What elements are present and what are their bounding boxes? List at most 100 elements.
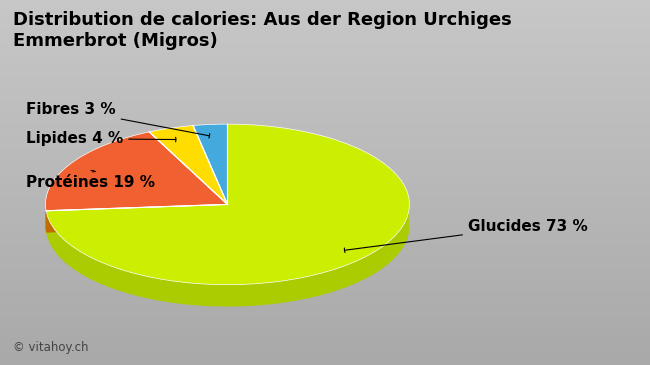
Bar (0, 350, 650, 354)
Bar (0, 88, 650, 91)
Bar (0, 44, 650, 47)
Bar (0, 69, 650, 73)
Polygon shape (46, 204, 228, 233)
Bar (0, 51, 650, 55)
Bar (0, 336, 650, 339)
Bar (0, 91, 650, 95)
Bar (0, 58, 650, 62)
Bar (0, 18, 650, 22)
Bar (0, 62, 650, 66)
Bar (0, 179, 650, 182)
Text: Lipides 4 %: Lipides 4 % (26, 131, 176, 146)
Bar (0, 33, 650, 37)
Bar (0, 328, 650, 332)
Bar (0, 292, 650, 296)
Bar (0, 0, 650, 4)
Bar (0, 120, 650, 124)
Text: Protéines 19 %: Protéines 19 % (26, 170, 155, 190)
Bar (0, 128, 650, 131)
Polygon shape (46, 132, 227, 211)
Bar (0, 77, 650, 80)
Bar (0, 150, 650, 153)
Bar (0, 347, 650, 350)
Bar (0, 80, 650, 84)
Bar (0, 361, 650, 365)
Bar (0, 47, 650, 51)
Bar (0, 321, 650, 325)
Bar (0, 314, 650, 318)
Bar (0, 175, 650, 179)
Bar (0, 208, 650, 212)
Bar (0, 303, 650, 307)
Bar (0, 245, 650, 248)
Polygon shape (193, 124, 227, 204)
Bar (0, 157, 650, 161)
Bar (0, 318, 650, 321)
Bar (0, 110, 650, 113)
Bar (0, 204, 650, 208)
Bar (0, 201, 650, 204)
Text: Glucides 73 %: Glucides 73 % (344, 219, 588, 253)
Bar (0, 285, 650, 288)
Bar (0, 99, 650, 102)
Bar (0, 255, 650, 259)
Bar (0, 113, 650, 117)
Bar (0, 161, 650, 164)
Bar (0, 277, 650, 281)
Bar (0, 73, 650, 77)
Bar (0, 241, 650, 245)
Bar (0, 135, 650, 139)
Bar (0, 259, 650, 263)
Bar (0, 332, 650, 336)
Bar (0, 142, 650, 146)
Bar (0, 172, 650, 175)
Bar (0, 84, 650, 88)
Bar (0, 296, 650, 299)
Bar (0, 29, 650, 33)
Bar (0, 186, 650, 190)
Bar (0, 274, 650, 277)
Bar (0, 36, 650, 40)
Bar (0, 66, 650, 69)
Text: Fibres 3 %: Fibres 3 % (26, 102, 210, 138)
Bar (0, 102, 650, 106)
Bar (0, 22, 650, 26)
Bar (0, 234, 650, 237)
Bar (0, 237, 650, 241)
Bar (0, 266, 650, 270)
Text: © vitahoy.ch: © vitahoy.ch (13, 341, 88, 354)
Bar (0, 182, 650, 186)
Bar (0, 7, 650, 11)
Bar (0, 117, 650, 120)
Bar (0, 354, 650, 358)
Bar (0, 212, 650, 215)
Polygon shape (46, 204, 228, 233)
Bar (0, 230, 650, 234)
Bar (0, 226, 650, 230)
Bar (0, 193, 650, 197)
Bar (0, 252, 650, 256)
Bar (0, 325, 650, 328)
Bar (0, 146, 650, 150)
Bar (0, 281, 650, 285)
Polygon shape (46, 124, 410, 285)
Bar (0, 310, 650, 314)
Bar (0, 131, 650, 135)
Bar (0, 164, 650, 168)
Bar (0, 26, 650, 29)
Bar (0, 106, 650, 110)
Bar (0, 168, 650, 172)
Bar (0, 11, 650, 15)
Bar (0, 15, 650, 18)
Bar (0, 307, 650, 310)
Bar (0, 270, 650, 274)
Bar (0, 124, 650, 128)
Bar (0, 339, 650, 343)
Bar (0, 263, 650, 266)
Bar (0, 248, 650, 252)
Bar (0, 215, 650, 219)
Bar (0, 153, 650, 157)
Bar (0, 299, 650, 303)
Bar (0, 219, 650, 223)
Bar (0, 223, 650, 226)
